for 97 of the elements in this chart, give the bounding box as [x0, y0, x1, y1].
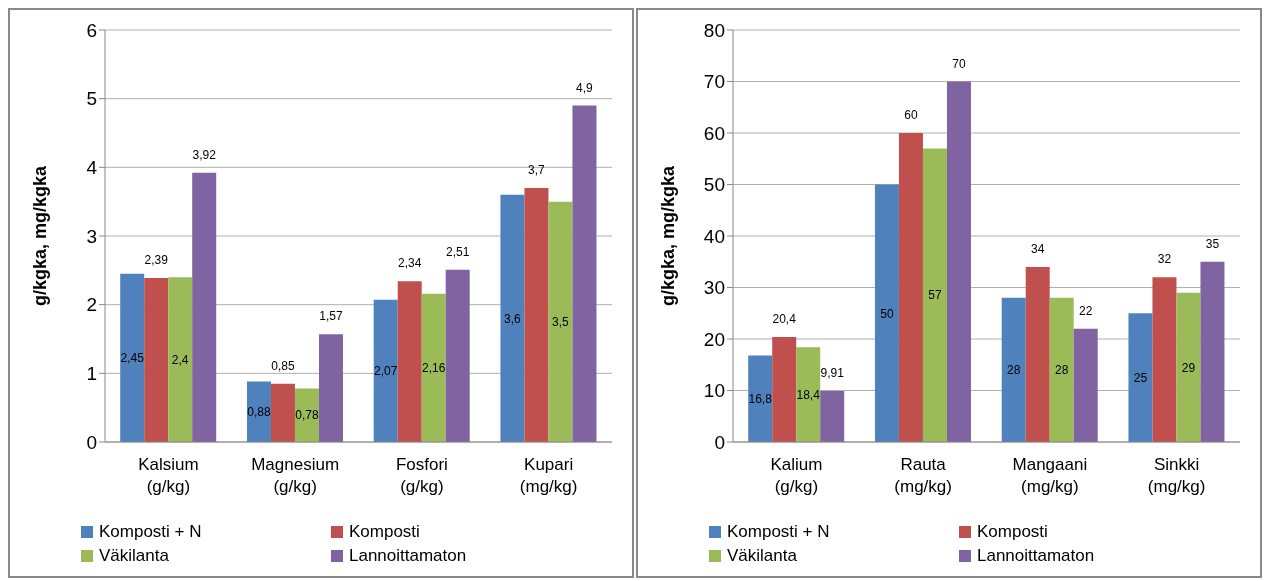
y-tick-label: 80 — [703, 19, 725, 41]
legend-label: Komposti + N — [727, 522, 830, 542]
y-tick-label: 0 — [86, 431, 97, 453]
x-tick-label: Kupari (mg/kg) — [519, 455, 578, 496]
x-tick-label: Kalsium (g/kg) — [138, 455, 199, 496]
bar — [318, 334, 343, 442]
data-label: 0,85 — [271, 358, 295, 373]
data-label: 16,8 — [748, 392, 773, 406]
data-label: 9,91 — [820, 365, 845, 380]
data-label: 57 — [928, 288, 942, 303]
bar — [1176, 292, 1201, 442]
y-tick-label: 2 — [86, 294, 97, 316]
y-tick-label: 5 — [86, 88, 97, 110]
bar — [548, 201, 573, 442]
data-label: 35 — [1205, 236, 1220, 251]
bar — [1152, 277, 1177, 442]
bar — [572, 105, 597, 442]
data-label: 2,4 — [171, 352, 189, 367]
bar — [1025, 266, 1050, 442]
data-label: 4,9 — [576, 80, 594, 95]
y-tick-label: 10 — [703, 380, 725, 402]
data-label: 0,78 — [295, 408, 319, 423]
bar — [772, 336, 797, 442]
x-tick-label: Kalium (g/kg) — [770, 455, 823, 496]
x-tick-label: Magnesium (g/kg) — [251, 455, 340, 496]
y-axis-title: g/kgka, mg/kgka — [658, 164, 679, 307]
x-tick-label: Mangaani (mg/kg) — [1012, 455, 1088, 496]
data-label: 25 — [1133, 370, 1148, 385]
bar — [1049, 297, 1074, 442]
data-label: 2,16 — [422, 361, 446, 376]
data-label: 0,88 — [247, 405, 271, 420]
data-label: 2,07 — [374, 364, 398, 379]
x-tick-label: Sinkki (mg/kg) — [1147, 455, 1206, 496]
bar — [270, 383, 295, 442]
data-label: 18,4 — [796, 387, 821, 402]
y-tick-label: 20 — [703, 328, 725, 350]
data-label: 60 — [904, 108, 918, 122]
bar — [1001, 297, 1026, 442]
y-tick-label: 60 — [703, 122, 725, 144]
bar — [748, 355, 773, 442]
data-label: 3,92 — [192, 147, 217, 162]
bar — [796, 347, 821, 442]
y-tick-label: 30 — [703, 277, 725, 299]
bar — [120, 273, 145, 442]
bar — [1128, 313, 1153, 442]
bar — [874, 184, 899, 442]
y-tick-label: 1 — [86, 363, 97, 385]
data-label: 22 — [1079, 303, 1093, 318]
legend-label: Väkilanta — [99, 546, 169, 566]
data-label: 34 — [1031, 241, 1045, 256]
bar — [397, 281, 422, 442]
bar — [1200, 261, 1225, 442]
bar — [445, 269, 470, 442]
data-label: 2,34 — [398, 256, 422, 271]
data-label: 70 — [952, 56, 966, 71]
legend-label: Komposti — [349, 522, 420, 542]
bar — [1073, 328, 1098, 442]
data-label: 2,45 — [120, 351, 145, 366]
y-tick-label: 70 — [703, 71, 725, 93]
y-tick-label: 3 — [86, 225, 97, 247]
legend-label: Komposti + N — [99, 522, 202, 542]
y-tick-label: 6 — [86, 19, 97, 41]
data-label: 28 — [1055, 363, 1069, 378]
bar — [144, 277, 169, 442]
bar — [500, 194, 525, 442]
legend-label: Väkilanta — [727, 546, 797, 566]
bar — [294, 388, 319, 442]
data-label: 3,7 — [528, 162, 546, 177]
bar — [946, 81, 971, 442]
data-label: 2,51 — [446, 244, 470, 259]
data-label: 32 — [1157, 252, 1172, 267]
data-label: 2,39 — [144, 252, 169, 267]
data-label: 3,6 — [504, 311, 522, 326]
data-label: 50 — [880, 306, 894, 321]
data-label: 28 — [1007, 363, 1021, 378]
x-tick-label: Fosfori (g/kg) — [395, 455, 448, 496]
y-tick-label: 40 — [703, 225, 725, 247]
y-tick-label: 0 — [714, 431, 725, 453]
y-tick-label: 50 — [703, 174, 725, 196]
bar — [922, 148, 947, 442]
data-label: 1,57 — [319, 309, 343, 324]
bar — [524, 187, 549, 442]
bar — [898, 133, 923, 442]
bar — [192, 172, 217, 442]
data-label: 3,5 — [552, 315, 570, 330]
x-tick-label: Rauta (mg/kg) — [894, 455, 952, 496]
legend-label: Lannoittamaton — [349, 546, 467, 566]
y-axis-title: g/kgka, mg/kgka — [30, 164, 51, 307]
legend-label: Lannoittamaton — [977, 546, 1095, 566]
data-label: 20,4 — [772, 311, 797, 326]
bar — [373, 299, 398, 442]
bar — [820, 390, 845, 442]
data-label: 29 — [1181, 360, 1196, 375]
y-tick-label: 4 — [86, 157, 98, 179]
legend-label: Komposti — [977, 522, 1048, 542]
bar — [168, 277, 193, 442]
bar — [421, 293, 446, 442]
